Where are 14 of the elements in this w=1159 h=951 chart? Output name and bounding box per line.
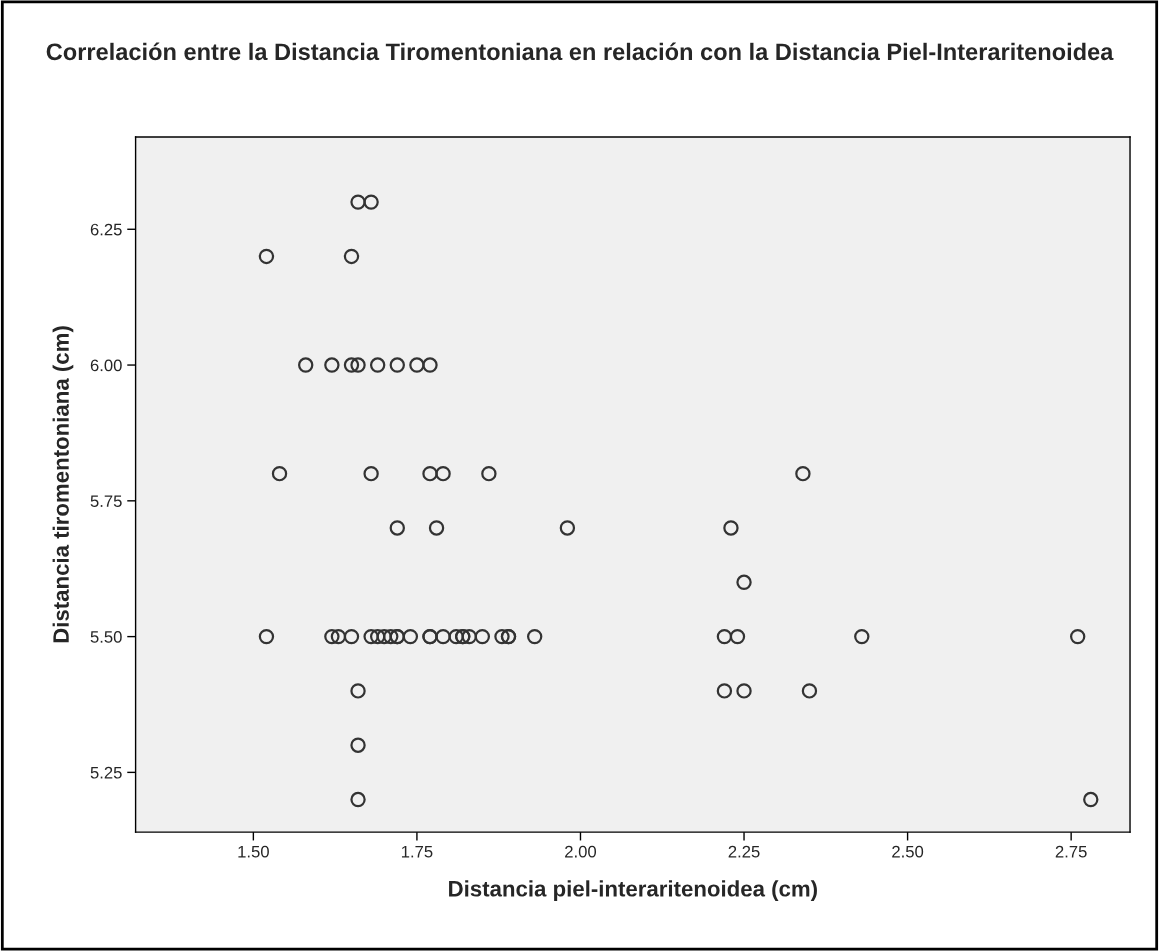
x-tick-label: 2.25 — [728, 845, 760, 858]
y-tick-label: 5.50 — [90, 631, 122, 643]
y-tick-label: 6.25 — [90, 223, 122, 236]
y-tick-label: 6.00 — [90, 359, 122, 372]
chart-title: Correlación entre la Distancia Tiromentoniana en relación con la Distancia Piel-Interaritenoidea — [46, 42, 1114, 61]
x-tick-label: 1.75 — [401, 845, 433, 858]
x-axis-title: Distancia piel-interaritenoidea (cm) — [449, 880, 817, 902]
x-tick-label: 2.75 — [1055, 845, 1087, 858]
y-axis-title: Distancia tiromentoniana (cm) — [52, 326, 74, 643]
y-tick-label: 5.75 — [90, 495, 122, 508]
x-tick-label: 2.50 — [892, 845, 924, 858]
x-tick-label: 1.50 — [238, 845, 269, 858]
y-tick-label: 5.25 — [90, 766, 122, 779]
x-tick-label: 2.00 — [565, 845, 597, 858]
